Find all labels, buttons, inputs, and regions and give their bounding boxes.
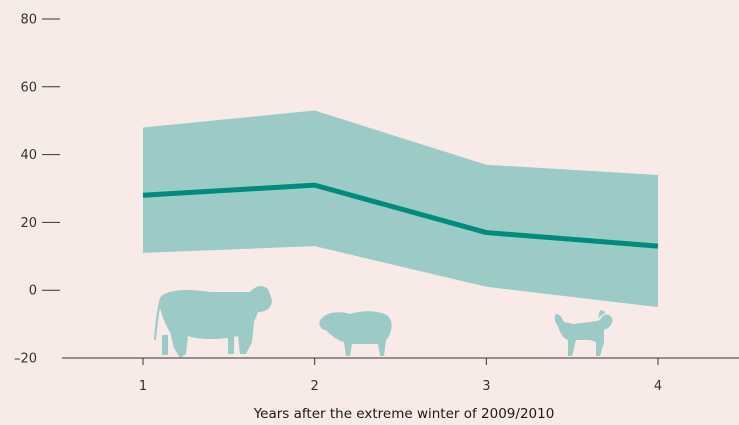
x-tick-label: 4: [654, 379, 662, 394]
series-line: [142, 182, 659, 249]
x-tick-label: 1: [139, 379, 147, 394]
goat-icon: [554, 310, 613, 356]
x-axis-title: Years after the extreme winter of 2009/2…: [253, 406, 555, 422]
y-tick-label: 40: [20, 148, 37, 163]
x-axis-ticks: 1 2 3 4: [139, 358, 662, 394]
sheep-icon: [319, 311, 392, 356]
y-tick-label: 20: [20, 216, 37, 231]
cow-icon: [154, 286, 272, 358]
y-tick-label: 60: [20, 80, 37, 95]
y-axis-ticks: –20 0 20 40 60 80: [14, 13, 60, 367]
x-tick-label: 3: [482, 379, 490, 394]
y-tick-label: 80: [20, 13, 37, 28]
y-tick-label: –20: [14, 352, 37, 367]
series-line-layer: [142, 182, 659, 249]
y-tick-label: 0: [29, 284, 37, 299]
x-tick-label: 2: [311, 379, 319, 394]
